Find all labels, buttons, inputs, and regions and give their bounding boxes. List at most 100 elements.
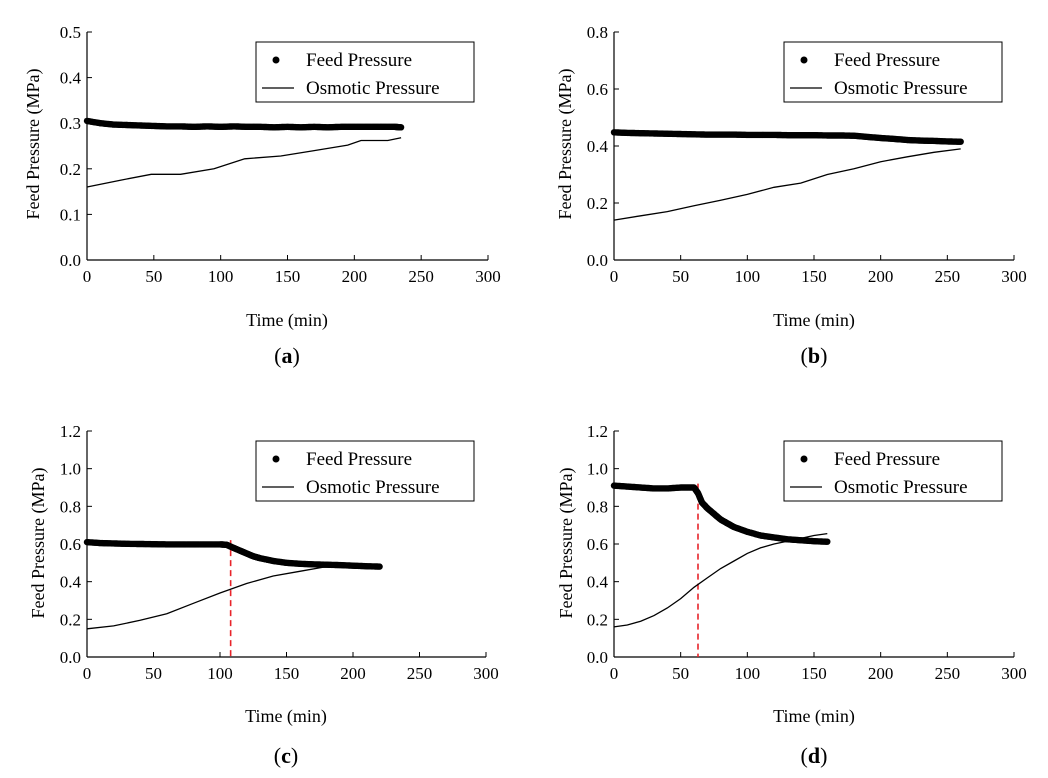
x-tick-label-d-2: 100: [735, 664, 761, 683]
x-tick-label-a-1: 50: [145, 267, 162, 286]
x-tick-label-a-0: 0: [83, 267, 92, 286]
osmotic-pressure-line-d: [613, 532, 828, 628]
legend-box-d: [783, 440, 1003, 502]
legend-feed-marker-c: [272, 455, 280, 463]
legend-feed-label-a: Feed Pressure: [306, 50, 412, 71]
x-tick-label-c-3: 150: [274, 664, 300, 683]
x-tick-label-c-2: 100: [207, 664, 233, 683]
legend-feed-label-c: Feed Pressure: [306, 449, 412, 470]
y-tick-label-d-5: 1.0: [587, 460, 608, 479]
y-axis-label-c: Feed Pressure (MPa): [28, 468, 49, 619]
osmotic-pressure-line-a: [86, 137, 402, 188]
x-tick-label-a-4: 200: [342, 267, 368, 286]
y-axis-label-a: Feed Pressure (MPa): [23, 69, 44, 220]
legend-box-b: [783, 41, 1003, 103]
x-tick-label-a-6: 300: [475, 267, 501, 286]
x-tick-label-c-4: 200: [340, 664, 366, 683]
panel-a: 0 50 100 150 200 250 300 0.0 0.1 0.2 0.3 0.4 0.5 Feed…: [23, 23, 501, 368]
y-tick-label-b-1: 0.2: [587, 194, 608, 213]
plot-area-c: 0 50 100 150 200 250 300 0.0 0.2 0.4 0.6 0.8 1.0 1.2 F…: [60, 422, 499, 683]
y-tick-label-a-4: 0.4: [60, 69, 82, 88]
legend-feed-marker-d: [800, 455, 808, 463]
caption-d: (d): [801, 743, 828, 768]
y-tick-label-c-2: 0.4: [60, 573, 82, 592]
feed-pressure-series-b: [610, 129, 964, 145]
y-axis-label-b: Feed Pressure (MPa): [555, 69, 576, 220]
legend-osmotic-label-d: Osmotic Pressure: [834, 477, 968, 498]
y-tick-label-d-3: 0.6: [587, 535, 608, 554]
plot-area-d: 0 50 100 150 200 250 300 0.0 0.2 0.4 0.6 0.8 1.0 1.2 F…: [587, 422, 1027, 683]
x-tick-label-b-5: 250: [935, 267, 961, 286]
feed-pressure-point-b-312: [957, 138, 964, 145]
legend-osmotic-label-b: Osmotic Pressure: [834, 78, 968, 99]
legend-box-a: [255, 41, 475, 103]
legend-osmotic-label-a: Osmotic Pressure: [306, 78, 440, 99]
legend-feed-label-d: Feed Pressure: [834, 449, 940, 470]
y-tick-label-b-0: 0.0: [587, 251, 608, 270]
osmotic-pressure-line-b: [613, 148, 961, 221]
panel-d: 0 50 100 150 200 250 300 0.0 0.2 0.4 0.6 0.8 1.0 1.2 F…: [556, 422, 1027, 768]
y-tick-label-a-0: 0.0: [60, 251, 81, 270]
y-tick-label-b-4: 0.8: [587, 23, 608, 42]
feed-pressure-point-a-288: [397, 124, 405, 131]
plot-area-a: 0 50 100 150 200 250 300 0.0 0.1 0.2 0.3 0.4 0.5 Feed…: [60, 23, 501, 286]
y-axis-label-d: Feed Pressure (MPa): [556, 468, 577, 619]
x-tick-label-d-0: 0: [610, 664, 619, 683]
y-tick-label-b-3: 0.6: [587, 80, 608, 99]
x-tick-label-a-5: 250: [408, 267, 434, 286]
y-tick-label-a-2: 0.2: [60, 160, 81, 179]
y-tick-label-a-1: 0.1: [60, 205, 81, 224]
x-tick-label-b-1: 50: [672, 267, 689, 286]
legend-feed-marker-b: [800, 56, 808, 64]
x-tick-label-b-0: 0: [610, 267, 619, 286]
feed-pressure-point-c-300: [376, 563, 383, 570]
x-tick-label-b-3: 150: [801, 267, 827, 286]
y-tick-label-c-3: 0.6: [60, 535, 81, 554]
y-tick-label-c-6: 1.2: [60, 422, 81, 441]
feed-pressure-series-d: [610, 482, 831, 545]
x-axis-label-a: Time (min): [246, 310, 328, 331]
y-tick-label-a-3: 0.3: [60, 114, 81, 133]
legend-osmotic-label-c: Osmotic Pressure: [306, 477, 440, 498]
x-axis-label-d: Time (min): [773, 706, 855, 727]
x-tick-label-c-5: 250: [407, 664, 433, 683]
legend-feed-marker-a: [272, 56, 280, 64]
y-tick-label-c-5: 1.0: [60, 460, 81, 479]
x-tick-label-c-6: 300: [473, 664, 499, 683]
osmotic-pressure-line-c: [86, 565, 340, 630]
x-tick-label-b-4: 200: [868, 267, 894, 286]
y-tick-label-a-5: 0.5: [60, 23, 81, 42]
x-axis-label-b: Time (min): [773, 310, 855, 331]
y-tick-label-c-4: 0.8: [60, 497, 81, 516]
y-tick-label-d-2: 0.4: [587, 573, 609, 592]
x-tick-label-a-2: 100: [208, 267, 234, 286]
panel-b: 0 50 100 150 200 250 300 0.0 0.2 0.4 0.6 0.8 Feed Pr…: [555, 23, 1027, 368]
x-tick-label-a-3: 150: [275, 267, 301, 286]
x-axis-label-c: Time (min): [245, 706, 327, 727]
panel-c: 0 50 100 150 200 250 300 0.0 0.2 0.4 0.6 0.8 1.0 1.2 F…: [28, 422, 499, 768]
feed-pressure-series-a: [83, 117, 405, 131]
legend-box-c: [255, 440, 475, 502]
y-tick-label-b-2: 0.4: [587, 137, 609, 156]
feed-pressure-point-d-240: [824, 538, 831, 545]
y-tick-label-d-1: 0.2: [587, 610, 608, 629]
y-tick-label-c-0: 0.0: [60, 648, 81, 667]
y-tick-label-d-0: 0.0: [587, 648, 608, 667]
x-tick-label-c-0: 0: [83, 664, 92, 683]
y-tick-label-d-4: 0.8: [587, 497, 608, 516]
x-tick-label-d-4: 200: [868, 664, 894, 683]
y-tick-label-c-1: 0.2: [60, 610, 81, 629]
x-tick-label-b-6: 300: [1001, 267, 1027, 286]
caption-b: (b): [801, 343, 828, 368]
x-tick-label-c-1: 50: [145, 664, 162, 683]
feed-pressure-series-c: [83, 538, 383, 570]
x-tick-label-d-6: 300: [1001, 664, 1027, 683]
x-tick-label-d-1: 50: [672, 664, 689, 683]
x-tick-label-d-3: 150: [801, 664, 827, 683]
x-tick-label-b-2: 100: [735, 267, 761, 286]
plot-area-b: 0 50 100 150 200 250 300 0.0 0.2 0.4 0.6 0.8 Feed Pr…: [587, 23, 1027, 286]
y-tick-label-d-6: 1.2: [587, 422, 608, 441]
legend-feed-label-b: Feed Pressure: [834, 50, 940, 71]
caption-a: (a): [274, 343, 300, 368]
